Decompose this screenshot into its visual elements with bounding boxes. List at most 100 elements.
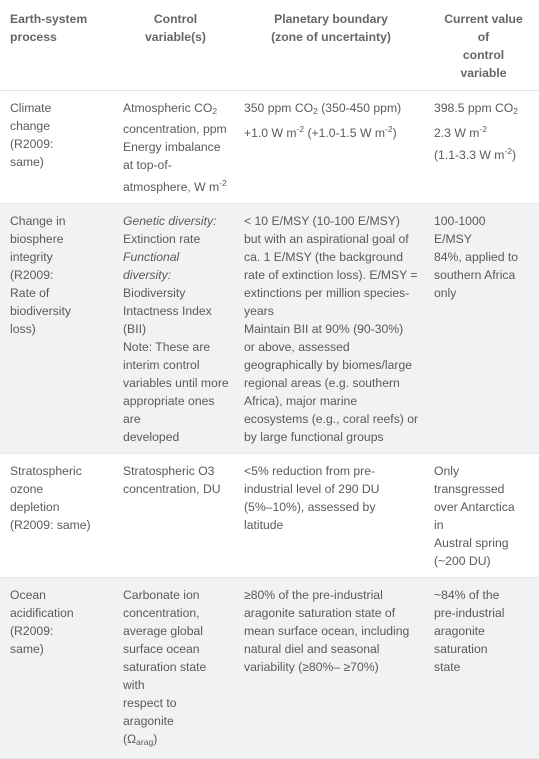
cell-line: +1.0 W m-2 (+1.0-1.5 W m-2) xyxy=(244,120,420,142)
cell-text: (5%–10%), assessed by xyxy=(244,500,376,514)
cell-line: only xyxy=(434,284,535,302)
cell-process: Climate change (R2009: same) xyxy=(0,90,113,204)
cell-text: 398.5 ppm CO xyxy=(434,101,514,115)
cell-line: latitude xyxy=(244,516,420,534)
cell-line: Intactness Index xyxy=(123,302,230,320)
header-control-variable: Control variable(s) xyxy=(113,0,234,91)
cell-control-variable: Stratospheric O3 concentration, DU xyxy=(113,453,234,578)
cell-text: 2 xyxy=(513,106,518,116)
cell-line: Ocean xyxy=(10,588,46,602)
cell-text: -2 xyxy=(296,124,305,134)
cell-text: (BII) xyxy=(123,322,147,336)
header-process: Earth-system process xyxy=(0,0,113,91)
cell-text: but with an aspirational goal of xyxy=(244,232,409,246)
cell-text: 100-1000 xyxy=(434,214,486,228)
cell-line: Climate xyxy=(10,101,52,115)
cell-line: biodiversity xyxy=(10,304,71,318)
cell-line: atmosphere, W m-2 xyxy=(123,174,230,196)
cell-line: ≥80% of the pre-industrial xyxy=(244,586,420,604)
cell-line: Stratospheric xyxy=(10,464,82,478)
cell-text: Maintain BII at 90% (90-30%) xyxy=(244,322,404,336)
cell-line: biosphere xyxy=(10,232,64,246)
cell-text: variables until more xyxy=(123,376,229,390)
cell-line: state xyxy=(434,658,535,676)
cell-text: ) xyxy=(392,126,397,140)
cell-line: Genetic diversity: xyxy=(123,212,230,230)
cell-text: regional areas (e.g. southern xyxy=(244,376,400,390)
cell-text: < 10 E/MSY (10-100 E/MSY) xyxy=(244,214,400,228)
cell-control-variable: Carbonate ion concentration, average globa… xyxy=(113,577,234,759)
cell-text: 2 xyxy=(212,106,218,116)
cell-text: interim control xyxy=(123,358,200,372)
cell-line: Stratospheric O3 xyxy=(123,462,230,480)
cell-line: acidification xyxy=(10,606,74,620)
cell-line: over Antarctica xyxy=(434,498,535,516)
cell-line: by large functional groups xyxy=(244,428,420,446)
cell-line: mean surface ocean, including xyxy=(244,622,420,640)
cell-text: -2 xyxy=(219,178,227,188)
cell-text: (+1.0-1.5 W m xyxy=(304,126,385,140)
cell-text: concentration, xyxy=(123,606,200,620)
cell-text: Functional diversity: xyxy=(123,250,183,282)
cell-line: interim control xyxy=(123,356,230,374)
cell-line: 100-1000 xyxy=(434,212,535,230)
table-row: Stratospheric ozone depletion (R2009: same)… xyxy=(0,453,539,578)
cell-line: Only xyxy=(434,462,535,480)
cell-text: <5% reduction from pre- xyxy=(244,464,376,478)
cell-line: (BII) xyxy=(123,320,230,338)
cell-line: Energy imbalance xyxy=(123,138,230,156)
table-row: Climate change (R2009: same) Atmospheric CO… xyxy=(0,90,539,204)
cell-line: rate of extinction loss). E/MSY = xyxy=(244,266,420,284)
cell-text: ≥80% of the pre-industrial xyxy=(244,588,383,602)
cell-line: change xyxy=(10,119,50,133)
cell-line: <5% reduction from pre- xyxy=(244,462,420,480)
cell-text: (350-450 ppm) xyxy=(317,101,402,115)
cell-text: ca. 1 E/MSY (the background xyxy=(244,250,403,264)
cell-line: natural diel and seasonal xyxy=(244,640,420,658)
cell-text: appropriate ones xyxy=(123,394,215,408)
cell-line: pre-industrial xyxy=(434,604,535,622)
cell-line: 398.5 ppm CO2 xyxy=(434,99,535,120)
cell-line: in xyxy=(434,516,535,534)
cell-text: Energy imbalance xyxy=(123,140,221,154)
cell-boundary: < 10 E/MSY (10-100 E/MSY) but with an asp… xyxy=(234,203,424,454)
cell-line: < 10 E/MSY (10-100 E/MSY) xyxy=(244,212,420,230)
cell-line: variables until more xyxy=(123,374,230,392)
cell-text: at top-of- xyxy=(123,158,172,172)
cell-text: ecosystems (e.g., coral reefs) or xyxy=(244,412,419,426)
cell-line: aragonite saturation state of xyxy=(244,604,420,622)
cell-text: Biodiversity xyxy=(123,286,186,300)
cell-text: industrial level of 290 DU xyxy=(244,482,380,496)
cell-text: or above, assessed xyxy=(244,340,350,354)
cell-line: saturation xyxy=(434,640,535,658)
cell-line: (~200 DU) xyxy=(434,552,535,570)
cell-text: by large functional groups xyxy=(244,430,384,444)
cell-line: aragonite xyxy=(434,622,535,640)
cell-text: -2 xyxy=(479,124,487,134)
cell-text: ) xyxy=(512,148,517,162)
cell-line: respect to aragonite xyxy=(123,694,230,730)
cell-control-variable: Atmospheric CO2 concentration, ppm Energy … xyxy=(113,90,234,204)
cell-text: pre-industrial xyxy=(434,606,505,620)
cell-text: state xyxy=(434,660,461,674)
cell-text: developed xyxy=(123,430,180,444)
cell-line: 84%, applied to xyxy=(434,248,535,266)
cell-text: 2 xyxy=(313,106,318,116)
cell-line: ca. 1 E/MSY (the background xyxy=(244,248,420,266)
cell-line: Carbonate ion xyxy=(123,586,230,604)
cell-line: Change in xyxy=(10,214,66,228)
cell-text: Atmospheric CO xyxy=(123,101,213,115)
cell-text: transgressed xyxy=(434,482,505,496)
cell-line: depletion xyxy=(10,500,60,514)
cell-line: at top-of- xyxy=(123,156,230,174)
cell-boundary: 350 ppm CO2 (350-450 ppm) +1.0 W m-2 (+1.… xyxy=(234,90,424,204)
cell-text: atmosphere, W m xyxy=(123,180,220,194)
cell-text: (1.1-3.3 W m xyxy=(434,148,505,162)
cell-line: Biodiversity xyxy=(123,284,230,302)
cell-line: average global xyxy=(123,622,230,640)
cell-process: Ocean acidification (R2009: same) xyxy=(0,577,113,759)
cell-line: ecosystems (e.g., coral reefs) or xyxy=(244,410,420,428)
cell-text: are xyxy=(123,412,141,426)
table-row: Ocean acidification (R2009: same) Carbonate… xyxy=(0,577,539,759)
